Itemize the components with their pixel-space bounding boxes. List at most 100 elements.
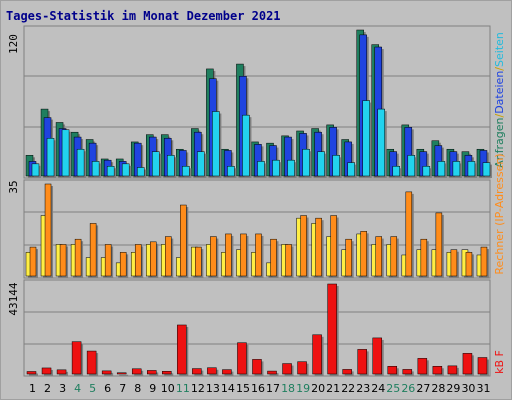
bar-seiten-day-22 [347,162,355,177]
bar-seiten-day-24 [377,108,385,177]
bar-kbf-day-1-shadow [29,373,38,376]
bar-kbf-day-6-shadow [104,372,114,376]
bar-rechner-day-16 [255,233,262,277]
bar-rechner-day-13 [210,236,217,277]
bar-seiten-day-25 [392,166,401,177]
bar-rechner-day-25 [390,236,398,277]
legend-separator-1: / [493,114,506,118]
bar-kbf-day-16 [252,359,262,375]
bar-seiten-day-13 [212,111,220,177]
bar-seiten-day-18 [287,159,295,177]
bar-seiten-day-15 [242,114,250,177]
bar-kbf-day-1 [26,371,37,375]
bar-kbf-day-2 [41,367,52,375]
x-tick-label: 27 [416,382,430,395]
bar-rechner-day-28 [435,212,443,277]
bar-seiten-day-31 [482,162,491,177]
bar-seiten-day-14 [227,166,235,177]
bar-kbf-day-15 [237,342,247,375]
x-tick-label: 4 [74,382,81,395]
bar-kbf-day-9 [147,370,157,375]
x-tick-label: 24 [371,382,385,395]
x-tick-label: 19 [296,382,310,395]
x-tick-label: 15 [236,382,250,395]
bar-seiten-day-5 [91,161,100,177]
bar-seiten-day-16 [257,161,265,177]
bar-rechner-day-12 [195,246,202,277]
x-tick-label: 11 [176,382,190,395]
legend-dateien: Dateien [493,71,506,114]
bar-seiten-day-9 [152,151,160,177]
top-panel-side-label: Anfragen/Dateien/Seiten [493,32,506,168]
bar-seiten-day-17 [272,159,280,177]
bar-kbf-day-6 [101,370,112,375]
bar-rechner-day-10 [165,236,172,277]
bar-rechner-day-7 [119,252,127,277]
x-tick-label: 9 [149,382,156,395]
bar-kbf-day-12 [192,368,202,375]
bar-kbf-day-26 [402,369,413,375]
x-tick-label: 13 [206,382,220,395]
x-tick-label: 14 [221,382,235,395]
legend-seiten: Seiten [493,32,506,67]
bar-rechner-day-15 [240,233,247,277]
bar-seiten-day-3 [61,129,70,177]
bar-rechner-day-19 [300,215,307,277]
bar-kbf-day-4 [71,341,82,375]
legend-rechner: Rechner (IP-Adressen) [493,153,506,274]
x-tick-label: 2 [44,382,51,395]
bar-kbf-day-23 [357,349,367,375]
x-tick-label: 10 [161,382,175,395]
x-tick-label: 28 [431,382,445,395]
bar-rechner-day-9 [150,241,157,277]
bar-rechner-day-17 [270,238,277,277]
bar-rechner-day-31 [480,246,488,277]
bar-kbf-day-21 [327,283,337,375]
bar-kbf-day-28 [432,366,443,375]
bar-kbf-day-19 [297,361,307,375]
bar-rechner-day-29 [450,249,458,277]
bar-rechner-day-22 [345,238,352,277]
x-tick-label: 23 [356,382,370,395]
bar-rechner-day-24 [375,236,382,277]
bar-seiten-day-30 [467,161,476,177]
bar-rechner-day-6 [104,244,112,277]
x-tick-label: 5 [89,382,96,395]
x-tick-label: 22 [341,382,355,395]
bar-kbf-day-17-shadow [269,373,279,376]
bar-kbf-day-20 [312,334,322,375]
bar-rechner-day-23 [360,231,367,277]
x-tick-label: 25 [386,382,400,395]
bar-seiten-day-1 [31,163,40,177]
bar-kbf-day-17 [267,370,277,375]
bar-rechner-day-5 [89,223,97,277]
bar-rechner-day-4 [74,238,82,277]
bar-kbf-day-25 [387,366,398,375]
bar-seiten-day-11 [182,166,190,177]
top-panel-ymax-label: 120 [7,34,20,54]
bar-kbf-day-10 [162,371,172,375]
bar-rechner-day-21 [330,215,337,277]
x-tick-label: 18 [281,382,295,395]
bar-rechner-day-30 [465,252,473,277]
bar-rechner-day-20 [315,217,322,277]
bar-rechner-day-14 [225,233,232,277]
middle-panel-ymax-label: 35 [7,180,20,193]
bar-seiten-day-7 [121,163,130,177]
x-tick-label: 7 [119,382,126,395]
x-tick-label: 16 [251,382,265,395]
bar-kbf-day-18 [282,363,292,375]
bar-seiten-day-21 [332,155,340,177]
bar-kbf-day-10-shadow [164,373,174,376]
x-tick-label: 21 [326,382,340,395]
bar-rechner-day-3 [59,244,67,277]
bar-seiten-day-12 [197,151,205,177]
bar-kbf-day-14 [222,369,232,375]
bar-rechner-day-8 [134,244,142,277]
bar-kbf-day-8 [131,368,142,375]
bar-rechner-day-1 [29,246,37,277]
x-tick-label: 3 [59,382,66,395]
x-tick-label: 20 [311,382,325,395]
x-tick-label: 30 [461,382,475,395]
